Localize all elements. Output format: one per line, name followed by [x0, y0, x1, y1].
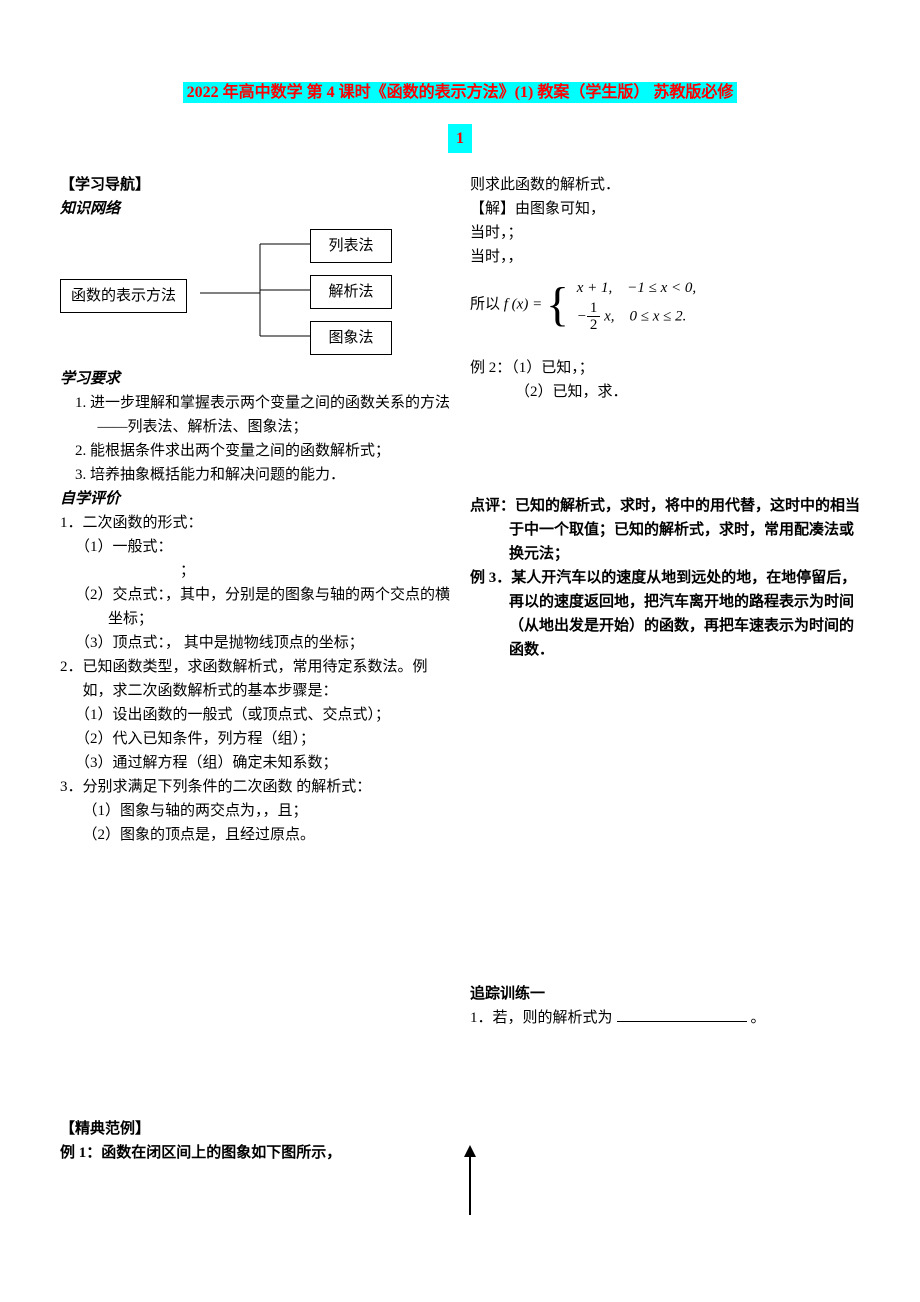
r-1: 则求此函数的解析式．: [470, 173, 860, 197]
track-1-text: 1．若，则的解析式为: [470, 1010, 613, 1026]
frac-num: 1: [587, 300, 601, 318]
case-1: x + 1, −1 ≤ x < 0,: [573, 277, 696, 300]
piecewise-formula: 所以 f (x) = { x + 1, −1 ≤ x < 0, −12 x, 0…: [470, 277, 860, 334]
comment-text: 点评：已知的解析式，求时，将中的用代替，这时中的相当于中一个取值；已知的解析式，…: [470, 498, 860, 562]
se-1: 1．二次函数的形式：: [60, 511, 450, 535]
r-4: 当时，，: [470, 245, 860, 269]
example-1: 例 1：函数在闭区间上的图象如下图所示，: [60, 1141, 450, 1165]
case2-x: x,: [604, 308, 614, 324]
title-block: 2022 年高中数学 第 4 课时《函数的表示方法》(1) 教案（学生版） 苏教…: [60, 80, 860, 153]
method-diagram: 函数的表示方法 列表法 解析法 图象法: [60, 229, 420, 359]
formula-cases: x + 1, −1 ≤ x < 0, −12 x, 0 ≤ x ≤ 2.: [573, 277, 696, 334]
r-2: 【解】由图象可知，: [470, 197, 860, 221]
content-columns: 【学习导航】 知识网络 函数的表示方法 列表法 解析法 图象法: [60, 173, 860, 1165]
req-1: 1. 进一步理解和掌握表示两个变量之间的函数关系的方法——列表法、解析法、图象法…: [60, 391, 450, 439]
frac-den: 2: [587, 317, 601, 334]
formula-prefix: 所以: [470, 297, 500, 313]
spacer: [470, 404, 860, 494]
diagram-lines: [60, 229, 420, 359]
se-3b: （2）图象的顶点是，且经过原点。: [60, 823, 450, 847]
se-1a-tail: ；: [60, 559, 450, 583]
example-1-label: 例 1：函数在闭区间上的图象如下图所示，: [60, 1145, 341, 1161]
r-3: 当时，；: [470, 221, 860, 245]
se-3: 3．分别求满足下列条件的二次函数 的解析式：: [60, 775, 450, 799]
se-2c: （3）通过解方程（组）确定未知系数；: [60, 751, 450, 775]
case2-neg: −: [577, 308, 587, 324]
se-1b: （2）交点式：，其中，分别是的图象与轴的两个交点的横坐标；: [60, 583, 450, 631]
se-1c: （3）顶点式：， 其中是抛物线顶点的坐标；: [60, 631, 450, 655]
diagram-wrap: 函数的表示方法 列表法 解析法 图象法: [60, 229, 450, 359]
case1-cond: −1 ≤ x < 0,: [627, 280, 696, 296]
se-2a: （1）设出函数的一般式（或顶点式、交点式）；: [60, 703, 450, 727]
se-1a: （1）一般式：: [60, 535, 450, 559]
self-eval-heading: 自学评价: [60, 487, 450, 511]
case2-cond: 0 ≤ x ≤ 2.: [630, 308, 687, 324]
doc-title-num: 1: [448, 124, 472, 154]
spacer: [470, 342, 860, 356]
left-column: 【学习导航】 知识网络 函数的表示方法 列表法 解析法 图象法: [60, 173, 450, 1165]
req-2: 2. 能根据条件求出两个变量之间的函数解析式；: [60, 439, 450, 463]
formula-fx: f (x) =: [504, 297, 542, 313]
right-column: 则求此函数的解析式． 【解】由图象可知， 当时，； 当时，， 所以 f (x) …: [470, 173, 860, 1165]
example-3: 例 3．某人开汽车以的速度从地到远处的地，在地停留后，再以的速度返回地，把汽车离…: [470, 566, 860, 662]
track-1: 1．若，则的解析式为 。: [470, 1006, 860, 1030]
doc-title: 2022 年高中数学 第 4 课时《函数的表示方法》(1) 教案（学生版） 苏教…: [183, 82, 738, 103]
blank-line: [617, 1021, 747, 1022]
se-2: 2．已知函数类型，求函数解析式，常用待定系数法。例如，求二次函数解析式的基本步骤…: [60, 655, 450, 703]
knowledge-net-heading: 知识网络: [60, 197, 450, 221]
requirements-heading: 学习要求: [60, 367, 450, 391]
example-3-text: 例 3．某人开汽车以的速度从地到远处的地，在地停留后，再以的速度返回地，把汽车离…: [470, 570, 856, 658]
page: 2022 年高中数学 第 4 课时《函数的表示方法》(1) 教案（学生版） 苏教…: [0, 0, 920, 1205]
comment: 点评：已知的解析式，求时，将中的用代替，这时中的相当于中一个取值；已知的解析式，…: [470, 494, 860, 566]
example-2a: 例 2：（1）已知，；: [470, 356, 860, 380]
spacer: [60, 847, 450, 1117]
case1-expr: x + 1,: [577, 280, 613, 296]
req-3: 3. 培养抽象概括能力和解决问题的能力．: [60, 463, 450, 487]
se-3a: （1）图象与轴的两交点为，，且；: [60, 799, 450, 823]
spacer: [470, 662, 860, 982]
nav-heading: 【学习导航】: [60, 173, 450, 197]
track-1-tail: 。: [751, 1010, 766, 1026]
example-2b: （2）已知，求．: [470, 380, 860, 404]
brace-icon: {: [546, 281, 569, 329]
case2-frac: 12: [587, 300, 601, 334]
arrow-up-icon: [460, 1145, 480, 1215]
classic-heading: 【精典范例】: [60, 1117, 450, 1141]
tracking-heading: 追踪训练一: [470, 982, 860, 1006]
se-2b: （2）代入已知条件，列方程（组）；: [60, 727, 450, 751]
case-2: −12 x, 0 ≤ x ≤ 2.: [573, 300, 696, 334]
